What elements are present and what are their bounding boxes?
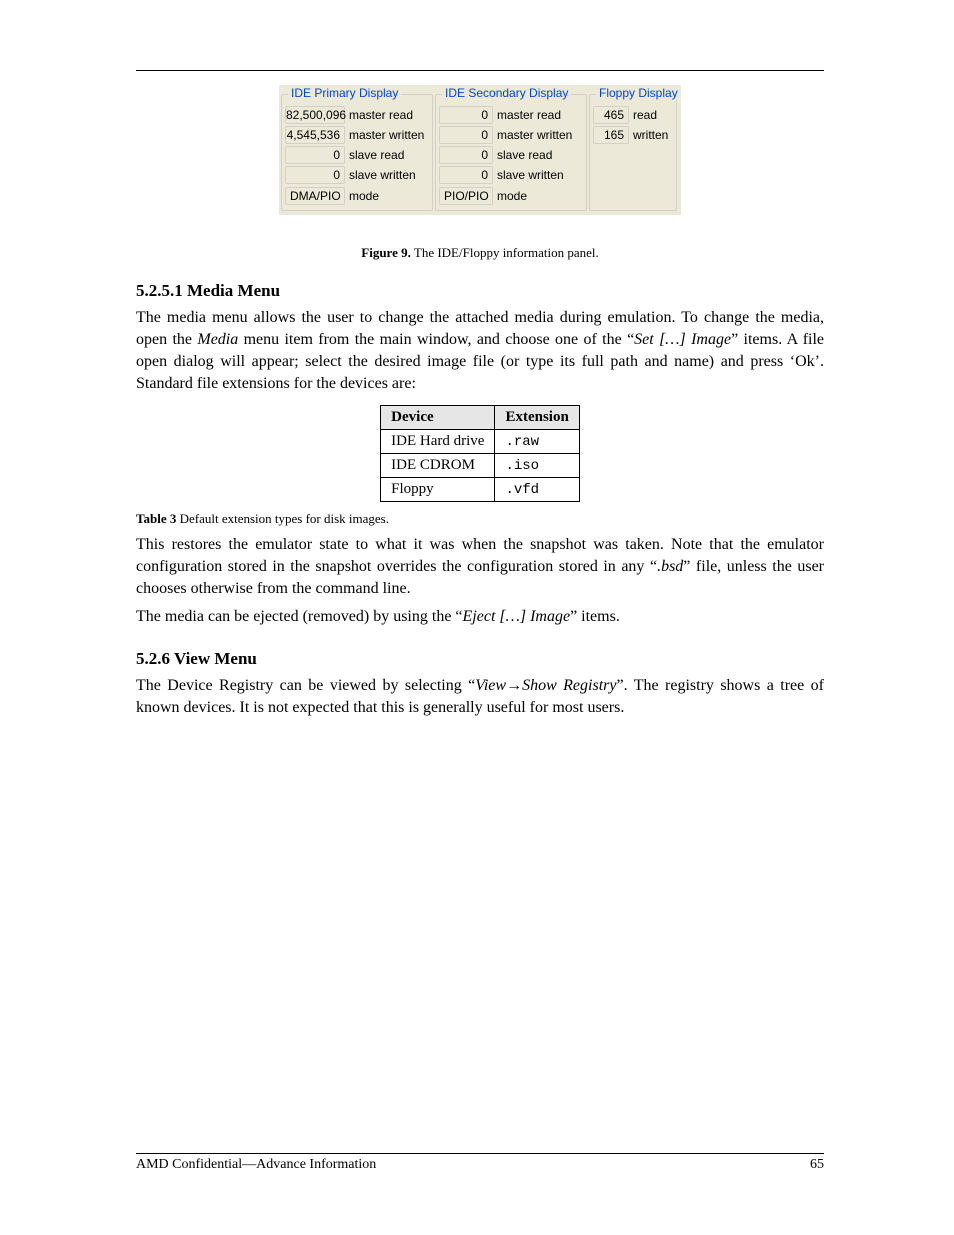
primary-mode-value: DMA/PIO: [285, 187, 345, 205]
primary-slave-written-row: 0 slave written: [285, 165, 429, 185]
secondary-master-written-row: 0 master written: [439, 125, 583, 145]
top-rule: [136, 70, 824, 71]
secondary-master-written-label: master written: [493, 128, 572, 142]
floppy-read-label: read: [629, 108, 657, 122]
extension-table: Device Extension IDE Hard drive .raw IDE…: [380, 405, 580, 502]
media-menu-paragraph-2: This restores the emulator state to what…: [136, 534, 824, 600]
primary-master-written-row: 4,545,536 master written: [285, 125, 429, 145]
primary-mode-label: mode: [345, 189, 379, 203]
table-row: IDE CDROM .iso: [381, 454, 580, 478]
table-row: Floppy .vfd: [381, 478, 580, 502]
section-view-menu-heading: 5.2.6 View Menu: [136, 649, 824, 669]
ext-table-cell: .vfd: [495, 478, 579, 502]
secondary-slave-written-label: slave written: [493, 168, 564, 182]
ext-table-header-device: Device: [381, 406, 495, 430]
primary-slave-written-label: slave written: [345, 168, 416, 182]
page-footer: AMD Confidential—Advance Information 65: [136, 1153, 824, 1173]
ext-table-cell: Floppy: [381, 478, 495, 502]
primary-slave-read-label: slave read: [345, 148, 404, 162]
primary-slave-read-value: 0: [285, 146, 345, 164]
floppy-written-row: 165 written: [593, 125, 673, 145]
primary-master-written-label: master written: [345, 128, 424, 142]
secondary-slave-read-value: 0: [439, 146, 493, 164]
figure-9-label: Figure 9.: [361, 245, 411, 260]
floppy-read-row: 465 read: [593, 105, 673, 125]
floppy-group: Floppy Display 465 read 165 written: [589, 94, 677, 211]
ide-secondary-legend: IDE Secondary Display: [442, 86, 571, 100]
secondary-slave-written-row: 0 slave written: [439, 165, 583, 185]
view-menu-paragraph-1: The Device Registry can be viewed by sel…: [136, 675, 824, 719]
secondary-master-read-value: 0: [439, 106, 493, 124]
ide-primary-group: IDE Primary Display 82,500,096 master re…: [281, 94, 433, 211]
table-3-caption: Table 3 Default extension types for disk…: [136, 510, 824, 528]
secondary-slave-read-label: slave read: [493, 148, 552, 162]
table-row: IDE Hard drive .raw: [381, 430, 580, 454]
ext-table-cell: .raw: [495, 430, 579, 454]
secondary-mode-value: PIO/PIO: [439, 187, 493, 205]
floppy-written-label: written: [629, 128, 668, 142]
floppy-read-value: 465: [593, 106, 629, 124]
figure-9-text: The IDE/Floppy information panel.: [411, 245, 599, 260]
primary-slave-written-value: 0: [285, 166, 345, 184]
ide-floppy-panel: IDE Primary Display 82,500,096 master re…: [279, 85, 681, 215]
footer-page-number: 65: [810, 1157, 824, 1173]
ide-primary-legend: IDE Primary Display: [288, 86, 401, 100]
media-menu-paragraph-1: The media menu allows the user to change…: [136, 307, 824, 395]
footer-rule: [136, 1153, 824, 1154]
ext-table-cell: IDE CDROM: [381, 454, 495, 478]
footer-left: AMD Confidential—Advance Information: [136, 1157, 376, 1173]
media-menu-paragraph-3: The media can be ejected (removed) by us…: [136, 606, 824, 628]
secondary-mode-label: mode: [493, 189, 527, 203]
secondary-master-written-value: 0: [439, 126, 493, 144]
secondary-slave-read-row: 0 slave read: [439, 145, 583, 165]
secondary-mode-row: PIO/PIO mode: [439, 186, 583, 206]
secondary-master-read-label: master read: [493, 108, 561, 122]
primary-master-written-value: 4,545,536: [285, 126, 345, 144]
floppy-legend: Floppy Display: [596, 86, 681, 100]
table-3-label: Table 3: [136, 511, 176, 526]
ext-table-cell: IDE Hard drive: [381, 430, 495, 454]
primary-master-read-value: 82,500,096: [285, 106, 345, 124]
primary-slave-read-row: 0 slave read: [285, 145, 429, 165]
primary-master-read-row: 82,500,096 master read: [285, 105, 429, 125]
figure-9-caption: Figure 9. The IDE/Floppy information pan…: [136, 245, 824, 261]
primary-mode-row: DMA/PIO mode: [285, 186, 429, 206]
floppy-written-value: 165: [593, 126, 629, 144]
ext-table-header-extension: Extension: [495, 406, 579, 430]
secondary-master-read-row: 0 master read: [439, 105, 583, 125]
table-3-text: Default extension types for disk images.: [176, 511, 389, 526]
ext-table-cell: .iso: [495, 454, 579, 478]
section-media-menu-heading: 5.2.5.1 Media Menu: [136, 281, 824, 301]
primary-master-read-label: master read: [345, 108, 413, 122]
secondary-slave-written-value: 0: [439, 166, 493, 184]
ide-secondary-group: IDE Secondary Display 0 master read 0 ma…: [435, 94, 587, 211]
